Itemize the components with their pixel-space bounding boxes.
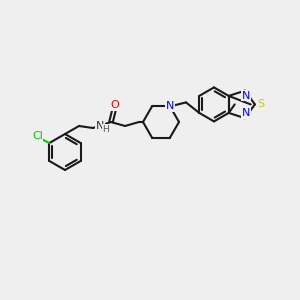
Text: N: N	[242, 108, 250, 118]
Text: Cl: Cl	[32, 131, 43, 141]
Text: O: O	[111, 100, 119, 110]
Text: N: N	[166, 101, 174, 111]
Text: N: N	[242, 91, 250, 101]
Text: N: N	[96, 121, 104, 131]
Text: S: S	[257, 99, 264, 110]
Text: H: H	[102, 124, 109, 134]
